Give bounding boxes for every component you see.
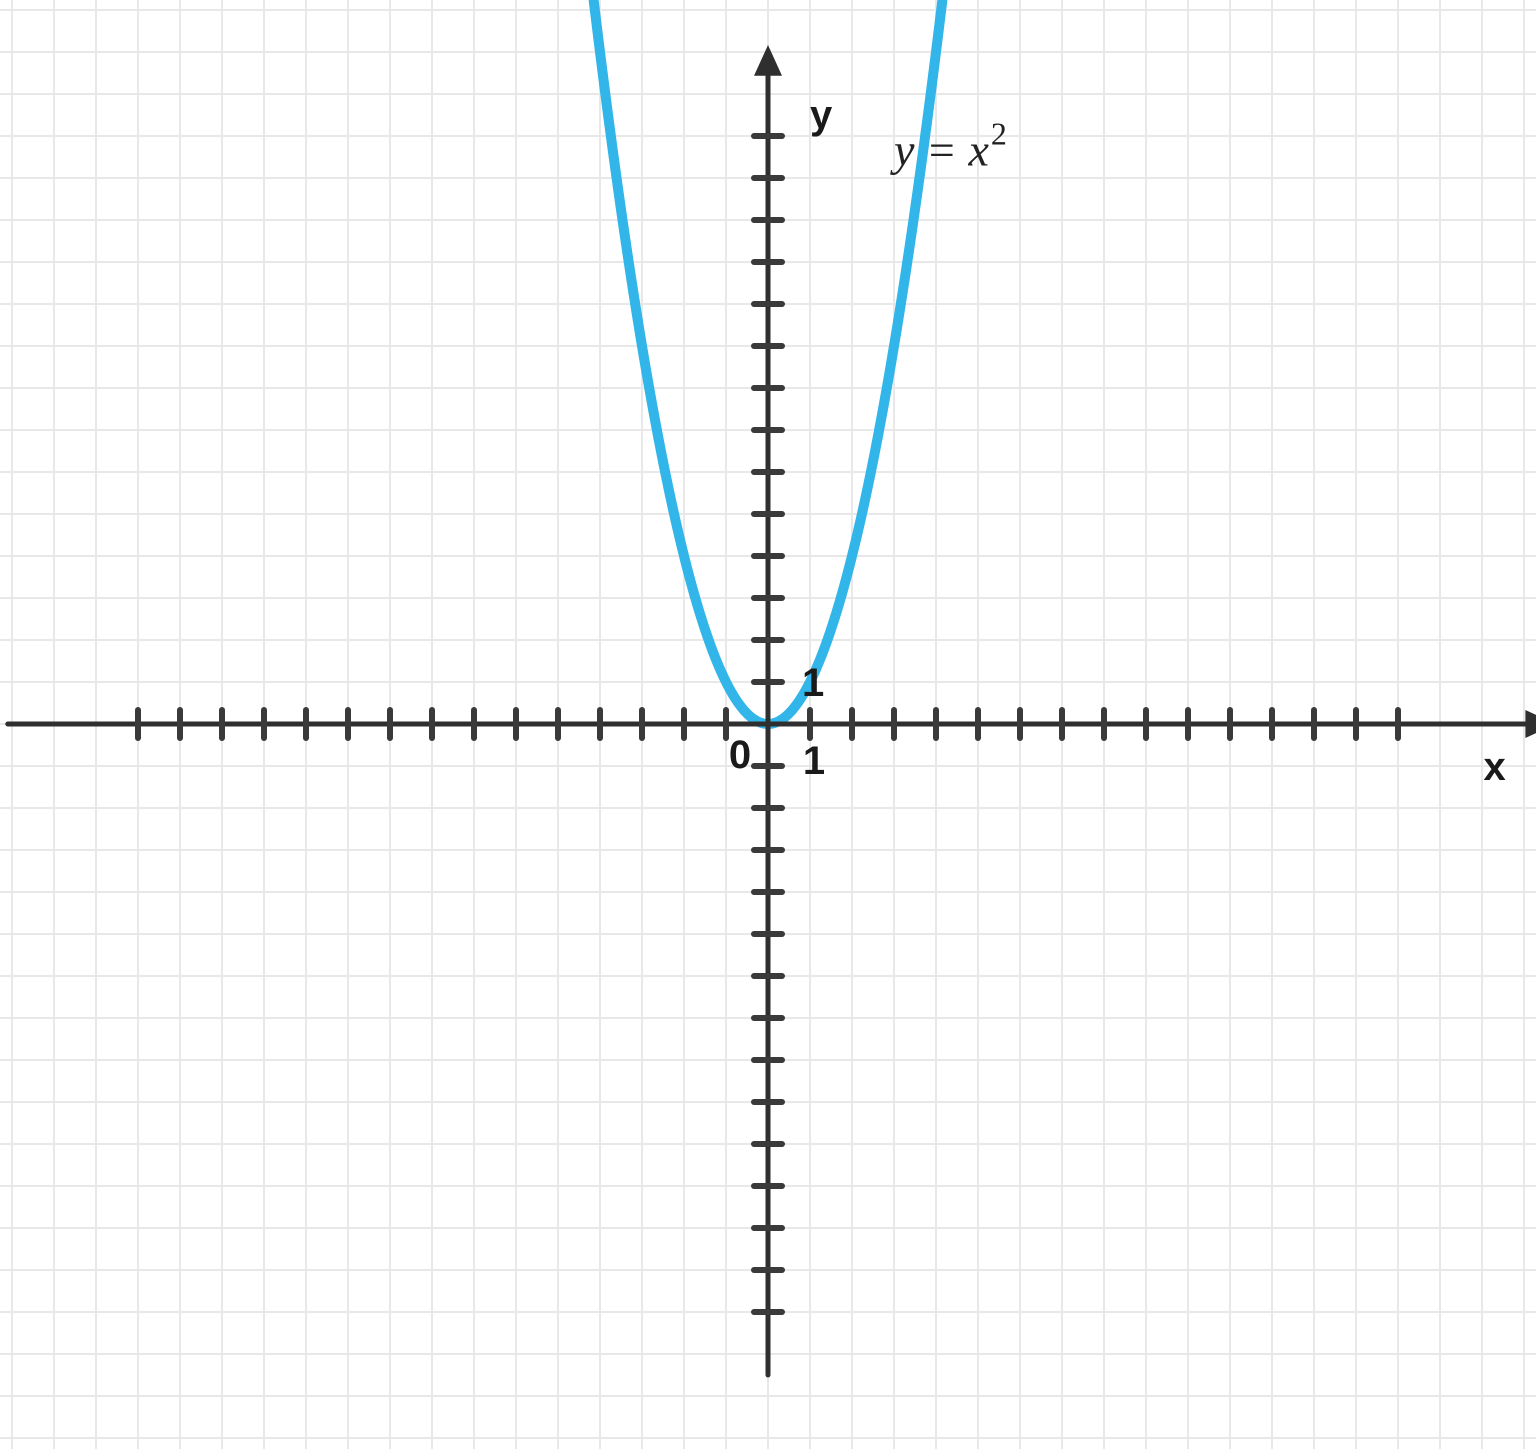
x-axis-arrow bbox=[1525, 710, 1536, 738]
origin-label: 0 bbox=[729, 733, 751, 777]
y-tick-1-label: 1 bbox=[802, 661, 824, 705]
parabola-chart: 011xyy = x2 bbox=[0, 0, 1536, 1449]
x-axis-label: x bbox=[1483, 745, 1505, 789]
y-axis-label: y bbox=[810, 93, 833, 137]
x-tick-1-label: 1 bbox=[803, 739, 825, 783]
